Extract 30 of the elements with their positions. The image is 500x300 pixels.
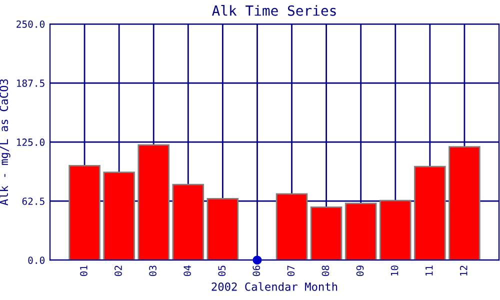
y-tick-label: 250.0 [16,20,45,28]
x-tick-label: 01 [80,266,88,276]
x-tick-label: 06 [252,266,260,276]
bar [414,166,446,260]
y-tick-label: 0.0 [28,256,45,264]
x-tick-label: 07 [287,266,295,276]
bar [206,198,239,260]
x-tick-label: 04 [184,265,191,276]
x-tick-label: 08 [322,266,330,276]
bar [103,172,135,260]
y-tick-label: 62.5 [22,198,44,205]
x-tick-label: 02 [114,266,122,276]
y-tick-label: 125.0 [17,138,45,146]
bar [379,200,412,260]
y-tick-label: 187.5 [17,80,44,87]
bar [276,193,308,260]
x-tick-label: 11 [426,266,433,276]
x-axis-title: 2002 Calendar Month [212,282,338,291]
bar [138,144,170,260]
bar [68,164,100,260]
bar [310,206,342,260]
x-tick-label: 03 [149,266,156,276]
bar [344,202,377,260]
x-tick-label: 05 [218,266,226,276]
bar [172,184,204,260]
x-tick-label: 10 [390,266,398,276]
x-tick-label: 12 [460,266,468,276]
bar [448,146,480,260]
x-tick-label: 09 [356,266,364,276]
chart-title: Alk Time Series [212,5,336,16]
